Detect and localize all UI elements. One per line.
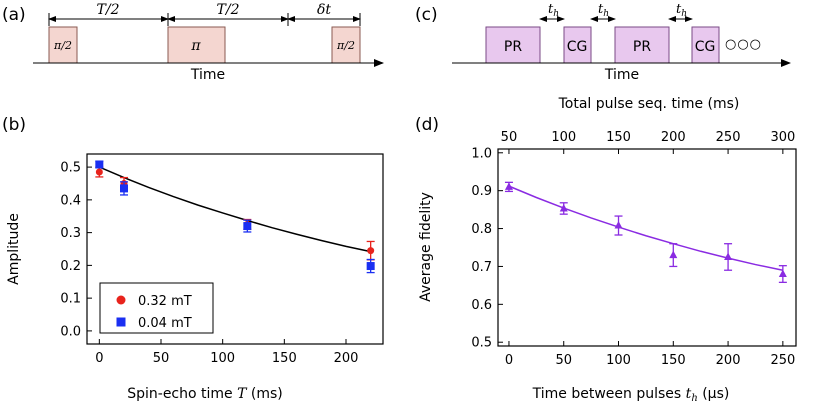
data-point-square — [95, 160, 104, 169]
gap-label-2: th — [598, 2, 609, 19]
interval-3-label: δt — [317, 2, 331, 18]
data-point-square — [120, 184, 128, 193]
fit-curve — [508, 185, 784, 271]
pulse-1-label: π/2 — [53, 39, 72, 52]
x-tick-label: 150 — [272, 351, 297, 366]
x-tick-label: 200 — [334, 351, 359, 366]
data-point-triangle — [559, 203, 568, 212]
panel-d-label: (d) — [415, 115, 439, 135]
x-tick-label: 150 — [661, 353, 686, 368]
legend-entry-2: 0.04 mT — [138, 316, 192, 331]
interval-1-label: T/2 — [97, 2, 120, 18]
top-x-tick-label: 150 — [606, 130, 631, 145]
top-axis-label-d: Total pulse seq. time (ms) — [558, 96, 740, 112]
y-axis-label-d: Average fidelity — [418, 192, 434, 302]
x-tick-label: 50 — [153, 351, 170, 366]
x-tick-label: 250 — [770, 353, 795, 368]
seq-box-cg-2 — [691, 26, 720, 64]
x-tick-label: 100 — [210, 351, 235, 366]
pulse-2-label: π — [190, 38, 201, 54]
time-label-c: Time — [604, 67, 639, 83]
data-points-b — [95, 160, 375, 274]
top-x-tick-label: 200 — [661, 130, 686, 145]
gap-label-1: th — [548, 2, 559, 19]
y-tick-label: 0.3 — [60, 226, 81, 241]
fit-curve-d — [508, 185, 784, 271]
seq-box-pr-1 — [485, 26, 541, 64]
data-point-triangle — [724, 252, 733, 260]
x-tick-label: 0 — [505, 353, 513, 368]
axis-ticks-d: 0 50 100 150 200 250 0.5 0.6 0.7 0.8 0.9 1.0 50 100 15… — [471, 130, 795, 368]
panel-a-diagram: (a) T/2 T/2 δt π/2 π π/2 Time — [2, 2, 384, 83]
x-axis-label-d: Time between pulses th (μs) — [532, 386, 730, 404]
top-x-tick-label: 300 — [770, 130, 795, 145]
y-tick-label: 0.6 — [471, 298, 492, 313]
panel-c-label: (c) — [415, 5, 438, 25]
x-tick-label: 0 — [95, 351, 103, 366]
pulse-pi — [167, 26, 226, 64]
panel-b-label: (b) — [2, 115, 26, 135]
x-tick-label: 100 — [606, 353, 631, 368]
seq-box-label: PR — [504, 39, 522, 55]
y-axis-label-b: Amplitude — [6, 213, 22, 285]
data-point-circle — [367, 247, 375, 255]
data-point-triangle — [614, 221, 623, 229]
seq-box-label: CG — [567, 39, 588, 55]
data-point-triangle — [778, 269, 787, 278]
data-point-triangle — [504, 182, 513, 190]
chart-b-spin-echo: (b) 0 50 100 150 200 0.0 0.1 0.2 0.3 0.4 0.5 Spin-… — [2, 115, 384, 402]
seq-box-label: CG — [695, 39, 716, 55]
legend-marker-blue — [116, 317, 126, 327]
fit-curve — [99, 166, 371, 253]
y-tick-label: 0.2 — [60, 259, 81, 274]
y-tick-label: 0.5 — [471, 336, 492, 351]
fit-curve-b — [99, 166, 371, 253]
seq-box-label: PR — [633, 39, 651, 55]
x-tick-label: 50 — [555, 353, 572, 368]
seq-box-pr-2 — [614, 26, 670, 64]
legend-b: 0.32 mT 0.04 mT — [99, 282, 214, 334]
x-tick-label: 200 — [716, 353, 741, 368]
pulse-pi-half-2 — [331, 26, 361, 64]
top-x-tick-label: 250 — [716, 130, 741, 145]
plot-frame-d — [497, 148, 797, 347]
axis-ticks-b: 0 50 100 150 200 0.0 0.1 0.2 0.3 0.4 0.5 — [60, 161, 358, 366]
gap-label-3: th — [676, 2, 687, 19]
time-label-a: Time — [190, 67, 225, 83]
legend-marker-red — [116, 295, 126, 305]
y-tick-label: 0.5 — [60, 161, 81, 176]
data-point-circle — [95, 168, 103, 176]
y-tick-label: 0.1 — [60, 292, 81, 307]
x-axis-label-b: Spin-echo time T (ms) — [127, 386, 283, 402]
plot-frame-b — [86, 153, 384, 345]
data-point-square — [366, 262, 375, 271]
chart-d-fidelity: (d) 0 50 100 150 200 250 0.5 0.6 0.7 0.8 0.9 1.0 50 1… — [415, 96, 797, 404]
interval-2-label: T/2 — [217, 2, 240, 18]
top-x-tick-label: 50 — [501, 130, 518, 145]
data-points-d — [504, 181, 787, 284]
panel-c-diagram: (c) PR CG PR CG th th th ○○○ Time — [415, 2, 791, 83]
y-tick-label: 0.8 — [471, 222, 492, 237]
y-tick-label: 0.4 — [60, 193, 81, 208]
top-x-tick-label: 100 — [551, 130, 576, 145]
y-tick-label: 0.0 — [60, 324, 81, 339]
data-point-square — [243, 222, 252, 231]
legend-entry-1: 0.32 mT — [138, 294, 192, 309]
pulse-3-label: π/2 — [336, 39, 355, 52]
data-point-triangle — [669, 250, 678, 259]
y-tick-label: 0.9 — [471, 184, 492, 199]
panel-a-label: (a) — [2, 5, 26, 25]
y-tick-label: 1.0 — [471, 146, 492, 161]
y-tick-label: 0.7 — [471, 260, 492, 275]
ellipsis-circles: ○○○ — [725, 37, 762, 52]
